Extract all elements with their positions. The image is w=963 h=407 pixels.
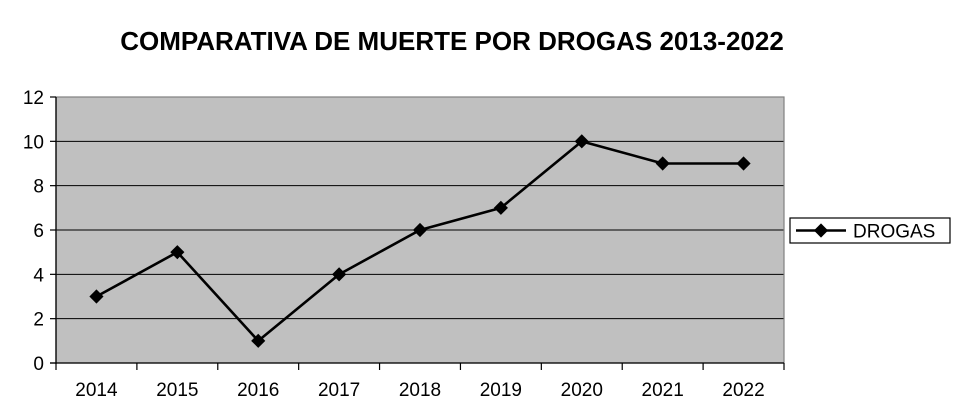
legend-marker bbox=[813, 223, 829, 238]
y-tick-label: 0 bbox=[33, 354, 44, 375]
x-tick-label: 2018 bbox=[399, 380, 441, 401]
legend: DROGAS bbox=[789, 217, 951, 244]
chart-title: COMPARATIVA DE MUERTE POR DROGAS 2013-20… bbox=[120, 26, 784, 56]
y-axis-ticks: 0 2 4 6 8 10 12 bbox=[23, 88, 56, 375]
x-tick-label: 2017 bbox=[318, 380, 360, 401]
data-point bbox=[89, 289, 104, 304]
data-point bbox=[655, 156, 670, 171]
data-point bbox=[574, 134, 589, 149]
y-tick-label: 4 bbox=[33, 265, 44, 286]
data-point bbox=[412, 222, 428, 238]
y-tick-label: 10 bbox=[23, 132, 44, 153]
x-tick-label: 2015 bbox=[156, 380, 198, 401]
x-tick-label: 2019 bbox=[480, 380, 522, 401]
data-point bbox=[332, 267, 347, 282]
x-tick-label: 2022 bbox=[722, 380, 764, 401]
legend-label: DROGAS bbox=[853, 222, 935, 243]
y-tick-label: 12 bbox=[23, 88, 44, 109]
y-tick-label: 2 bbox=[33, 310, 44, 331]
y-tick-label: 6 bbox=[33, 221, 44, 242]
data-point bbox=[736, 156, 751, 171]
x-tick-label: 2014 bbox=[75, 380, 118, 401]
series-group bbox=[89, 134, 751, 348]
x-tick-label: 2016 bbox=[237, 380, 279, 401]
x-axis-ticks: 2014 2015 2016 2017 2018 2019 2020 2021 2022 bbox=[55, 363, 785, 401]
data-point bbox=[170, 245, 185, 260]
data-point bbox=[251, 333, 266, 348]
x-tick-label: 2021 bbox=[642, 380, 684, 401]
y-tick-label: 8 bbox=[33, 177, 44, 198]
data-point bbox=[493, 200, 508, 215]
x-tick-label: 2020 bbox=[561, 380, 603, 401]
